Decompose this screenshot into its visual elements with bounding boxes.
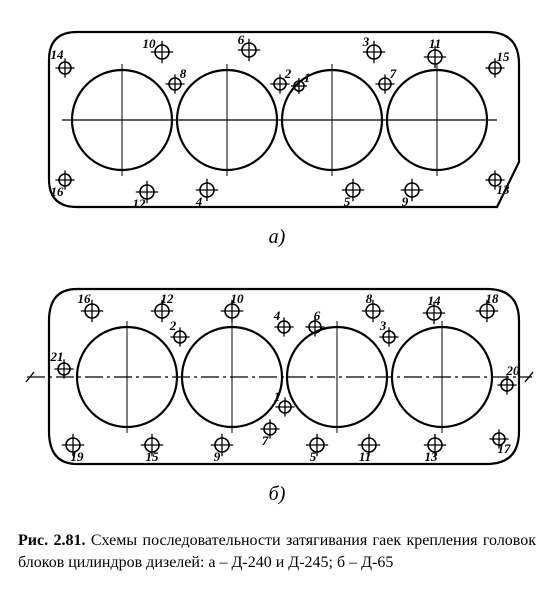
diagram-b-svg [17, 269, 537, 479]
figure-caption: Рис. 2.81. Схемы последовательности затя… [12, 526, 542, 573]
panel-a-label: а) [12, 226, 542, 249]
diagram-b: 161210468141821232011915975111317 [17, 269, 537, 479]
figure-caption-text: Схемы последовательности затягивания гае… [18, 532, 536, 571]
diagram-a-svg [17, 12, 537, 222]
figure-number: Рис. 2.81. [18, 532, 85, 549]
panel-b-label: б) [12, 483, 542, 506]
diagram-a: 14106311158217161245913 [17, 12, 537, 222]
